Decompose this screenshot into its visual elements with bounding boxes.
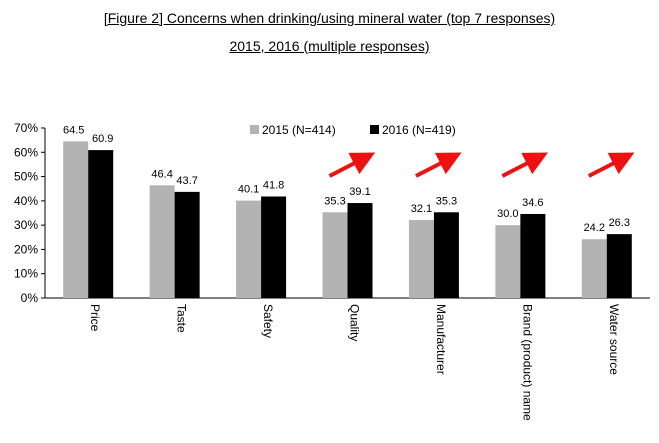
value-labels: 64.5 60.9 46.4 43.7 40.1 41.8 35.3 39.1 32.1 35.3…	[63, 124, 630, 234]
data-label: 41.8	[263, 179, 284, 191]
data-label: 30.0	[497, 208, 518, 220]
bar-2016-3	[347, 203, 373, 298]
bars	[63, 141, 632, 298]
y-tick-label: 0%	[21, 291, 39, 305]
category-label: Safety	[261, 304, 275, 338]
trend-arrow-icon	[328, 152, 376, 178]
category-label: Manufacturer	[434, 304, 448, 375]
bar-2016-0	[88, 150, 114, 298]
legend: 2015 (N=414) 2016 (N=419)	[250, 123, 456, 137]
legend-swatch-1	[370, 125, 379, 134]
bar-2015-3	[322, 212, 348, 298]
category-label: Water source	[607, 304, 621, 375]
bar-2016-4	[433, 212, 459, 298]
trend-arrow-icon	[587, 152, 635, 178]
y-tick-label: 20%	[14, 242, 38, 256]
y-tick-label: 60%	[14, 145, 38, 159]
bar-2016-6	[606, 234, 632, 298]
data-label: 64.5	[63, 124, 84, 136]
category-label: Quality	[348, 304, 362, 341]
trend-arrows	[328, 152, 635, 178]
data-label: 35.3	[436, 195, 457, 207]
y-tick-label: 30%	[14, 218, 38, 232]
data-label: 26.3	[609, 217, 630, 229]
bar-2015-2	[236, 200, 262, 298]
legend-label-1: 2016 (N=419)	[382, 123, 456, 137]
bar-2016-2	[261, 196, 287, 298]
bar-2015-5	[495, 225, 521, 298]
data-label: 34.6	[522, 197, 543, 209]
bar-2016-5	[520, 213, 546, 298]
category-label: Price	[88, 304, 102, 332]
y-tick-label: 50%	[14, 170, 38, 184]
chart-title-line1: [Figure 2] Concerns when drinking/using …	[103, 10, 556, 26]
data-label: 46.4	[151, 168, 172, 180]
data-label: 35.3	[324, 195, 345, 207]
chart-title-line2: 2015, 2016 (multiple responses)	[229, 38, 430, 54]
legend-swatch-0	[250, 125, 259, 134]
trend-arrow-icon	[501, 152, 549, 178]
axes: 0% 10% 20% 30% 40% 50% 60% 70%	[14, 121, 650, 305]
y-tick-label: 10%	[14, 267, 38, 281]
data-label: 32.1	[411, 203, 432, 215]
category-label: Taste	[175, 304, 189, 333]
y-tick-label: 70%	[14, 121, 38, 135]
bar-2016-1	[174, 191, 200, 298]
data-label: 43.7	[176, 175, 197, 187]
data-label: 60.9	[92, 133, 113, 145]
bar-2015-0	[63, 141, 89, 298]
category-label: Brand (product) name	[520, 304, 534, 421]
legend-label-0: 2015 (N=414)	[262, 123, 336, 137]
category-labels: Price Taste Safety Quality Manufacturer Brand…	[88, 304, 621, 421]
trend-arrow-icon	[415, 152, 462, 178]
bar-2015-4	[408, 220, 434, 298]
data-label: 40.1	[238, 184, 259, 196]
data-label: 39.1	[349, 186, 370, 198]
y-tick-label: 40%	[14, 194, 38, 208]
bar-2015-1	[149, 185, 175, 298]
data-label: 24.2	[584, 222, 605, 234]
bar-2015-6	[581, 239, 607, 298]
